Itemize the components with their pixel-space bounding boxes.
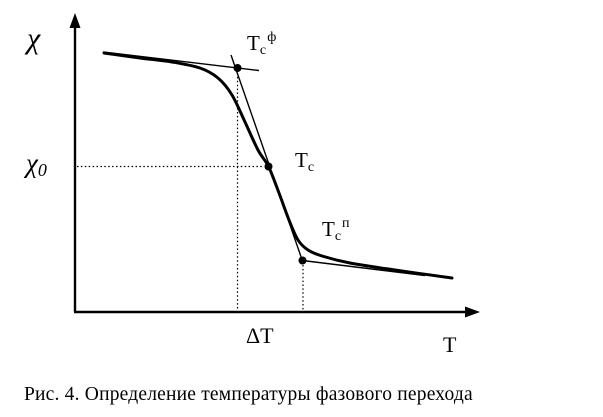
figure-caption: Рис. 4. Определение температуры фазового… — [24, 384, 473, 405]
plot-svg: χ χ0 Tсф Tс Tсп ΔT T — [23, 13, 480, 357]
label-tc-phi: Tсф — [247, 30, 276, 58]
label-t-axis: T — [443, 332, 457, 357]
point-tc — [264, 162, 273, 171]
lower-plateau-tangent — [302, 259, 426, 277]
label-tc-p: Tсп — [322, 216, 350, 244]
susceptibility-curve — [102, 51, 454, 280]
point-tc-p — [298, 256, 307, 265]
label-chi0: χ0 — [23, 148, 47, 180]
label-chi: χ — [24, 22, 41, 55]
point-tc-phi — [233, 64, 242, 72]
x-axis-arrowhead — [465, 306, 480, 318]
label-delta-t: ΔT — [246, 323, 274, 348]
y-axis-arrowhead — [69, 13, 81, 28]
label-tc: Tс — [295, 148, 314, 175]
